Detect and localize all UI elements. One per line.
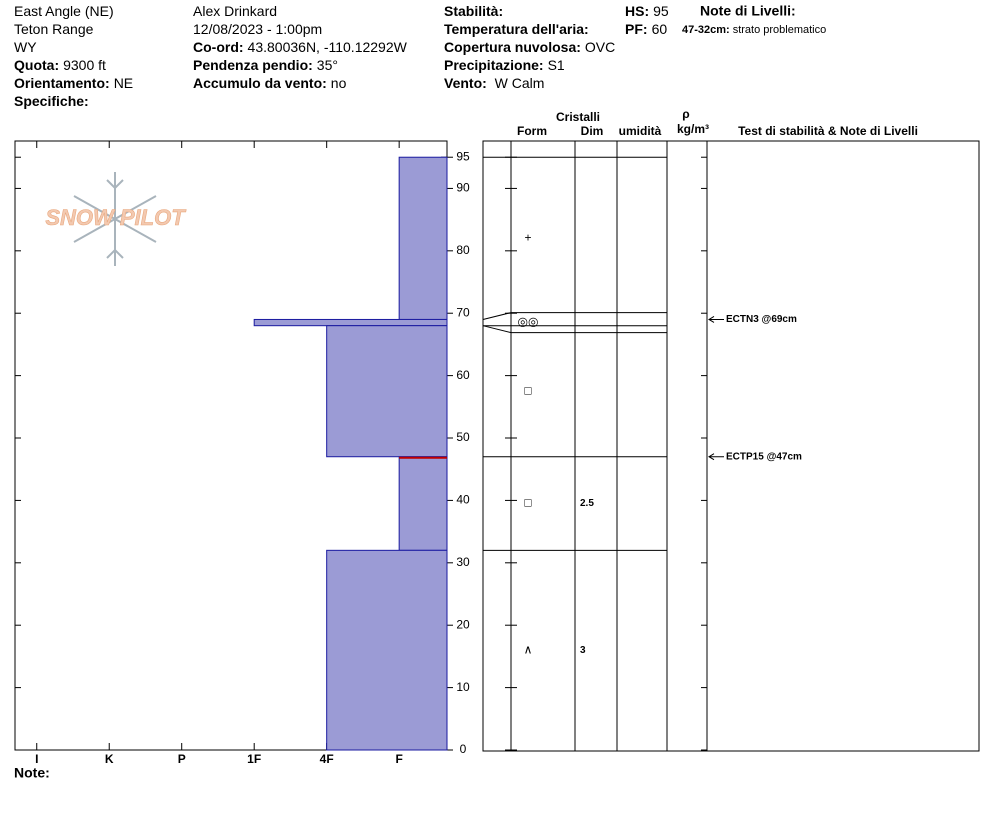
field-label: Orientamento: [14, 75, 110, 91]
grain-form: ◎◎ [518, 315, 539, 329]
hardness-bar [398, 156, 448, 320]
field-label: Stabilità: [444, 3, 503, 19]
y-tick-label: 95 [456, 149, 470, 163]
grain-size: 3 [580, 645, 586, 656]
header-field: Stabilità: [444, 3, 503, 19]
hardness-bar [326, 549, 448, 751]
layer-panel [482, 140, 980, 752]
grain-form: □ [524, 383, 531, 397]
header-field: East Angle (NE) [14, 3, 114, 19]
header-field: WY [14, 39, 37, 55]
header-field: Copertura nuvolosa: OVC [444, 39, 615, 55]
field-value: S1 [548, 57, 565, 73]
header-field: Orientamento: NE [14, 75, 133, 91]
header-field: Co-ord: 43.80036N, -110.12292W [193, 39, 408, 55]
note-value: strato problematico [733, 24, 827, 36]
grain-form: ∧ [524, 642, 533, 656]
field-value: 60 [652, 21, 668, 37]
header-field: Vento: W Calm [444, 75, 544, 91]
field-label: Precipitazione: [444, 57, 544, 73]
field-label: Accumulo da vento: [193, 75, 327, 91]
grain-form: □ [524, 496, 531, 510]
column-header: umidità [619, 124, 662, 138]
y-tick-label: 60 [456, 368, 470, 382]
x-tick-label: I [35, 752, 38, 766]
x-tick-label: P [178, 752, 186, 766]
y-tick-label: 40 [456, 493, 470, 507]
field-label: Specifiche: [14, 93, 89, 109]
field-value: Alex Drinkard [193, 3, 277, 19]
notes-label: Note: [14, 765, 50, 781]
y-tick-label: 0 [460, 742, 467, 756]
field-value: East Angle (NE) [14, 3, 114, 19]
test-arrow [708, 316, 724, 323]
header-field: 12/08/2023 - 1:00pm [193, 21, 322, 37]
field-label: Pendenza pendio: [193, 57, 313, 73]
field-value: 12/08/2023 - 1:00pm [193, 21, 322, 37]
x-tick-label: K [105, 752, 114, 766]
field-value: WY [14, 39, 37, 55]
y-tick-label: 10 [456, 680, 470, 694]
layer-connector [482, 312, 667, 320]
header-field: Precipitazione: S1 [444, 57, 565, 73]
field-value: OVC [585, 39, 615, 55]
header-field: Alex Drinkard [193, 3, 277, 19]
field-label: Quota: [14, 57, 59, 73]
column-header: ρ [682, 107, 689, 121]
field-label: Copertura nuvolosa: [444, 39, 581, 55]
field-label: Co-ord: [193, 39, 244, 55]
test-label: ECTP15 @47cm [726, 451, 802, 462]
header-field: Pendenza pendio: 35° [193, 57, 338, 73]
column-header: Cristalli [556, 110, 600, 124]
hardness-bar [253, 318, 448, 327]
field-value: 35° [317, 57, 338, 73]
x-tick-label: F [395, 752, 402, 766]
y-tick-label: 90 [456, 181, 470, 195]
y-tick-label: 70 [456, 305, 470, 319]
field-value: 43.80036N, -110.12292W [248, 39, 408, 55]
column-header: Form [517, 124, 547, 138]
header-field: Specifiche: [14, 93, 89, 109]
column-header: kg/m³ [677, 122, 709, 136]
y-tick-label: 50 [456, 430, 470, 444]
test-label: ECTN3 @69cm [726, 314, 797, 325]
logo-text: SNOW PILOT [45, 205, 186, 230]
field-value: 9300 ft [63, 57, 106, 73]
field-label: Vento: [444, 75, 487, 91]
field-value: Teton Range [14, 21, 94, 37]
x-tick-label: 1F [247, 752, 261, 766]
logo [73, 172, 157, 266]
layer-notes-title: Note di Livelli: [700, 3, 796, 19]
header-field: Quota: 9300 ft [14, 57, 106, 73]
test-arrow [708, 453, 724, 461]
note-label: 47-32cm: [682, 24, 730, 36]
column-header: Dim [581, 124, 604, 138]
field-value: NE [114, 75, 133, 91]
header-field: HS: 95 [625, 3, 669, 19]
x-tick-label: 4F [320, 752, 334, 766]
header-field: Temperatura dell'aria: [444, 21, 589, 37]
header-field: Teton Range [14, 21, 94, 37]
grain-form: + [524, 231, 531, 245]
y-tick-label: 30 [456, 555, 470, 569]
field-label: Temperatura dell'aria: [444, 21, 589, 37]
y-tick-label: 20 [456, 617, 470, 631]
y-tick-label: 80 [456, 243, 470, 257]
layer-connector [482, 325, 667, 334]
layer-note: 47-32cm: strato problematico [682, 24, 826, 36]
field-value: 95 [653, 3, 669, 19]
header-field: Accumulo da vento: no [193, 75, 347, 91]
field-value: no [331, 75, 347, 91]
snowflake [73, 172, 157, 266]
column-header: Test di stabilità & Note di Livelli [738, 124, 918, 138]
header-field: PF: 60 [625, 21, 667, 37]
field-label: HS: [625, 3, 649, 19]
hardness-bar [398, 456, 448, 551]
field-label: PF: [625, 21, 648, 37]
hardness-bar [326, 325, 448, 458]
field-value: W Calm [491, 75, 545, 91]
grain-size: 2.5 [580, 498, 594, 509]
